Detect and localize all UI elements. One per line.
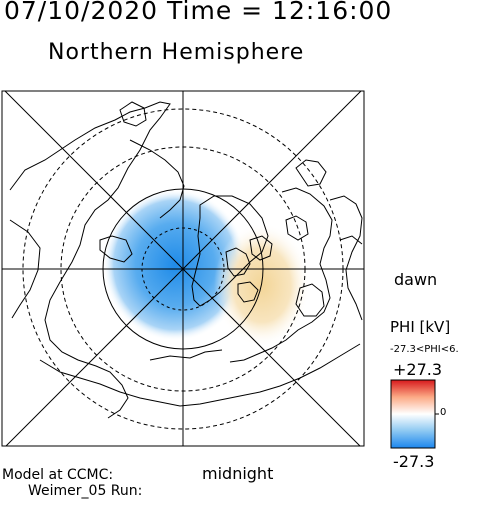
midnight-label: midnight [202, 464, 274, 483]
positive-potential-cell [214, 223, 310, 347]
run-credit-label: Weimer_05 Run: [28, 483, 143, 499]
meridian-line [5, 91, 362, 446]
colorbar-min-label: -27.3 [393, 452, 435, 471]
colorbar-quantity-label: PHI [kV] [390, 318, 451, 336]
colorbar-range-label: -27.3<PHI<6. [390, 344, 459, 355]
coastlines [9, 101, 363, 419]
hemisphere-title: Northern Hemisphere [48, 40, 305, 65]
colorbar-zero-label: 0 [440, 407, 447, 418]
dawn-label: dawn [394, 270, 438, 289]
negative-potential-cell [103, 189, 247, 341]
model-credit-label: Model at CCMC: [2, 467, 114, 483]
colorbar [390, 379, 436, 449]
colorbar-max-label: +27.3 [393, 360, 443, 379]
datetime-label: 07/10/2020 Time = 12:16:00 [4, 0, 393, 25]
